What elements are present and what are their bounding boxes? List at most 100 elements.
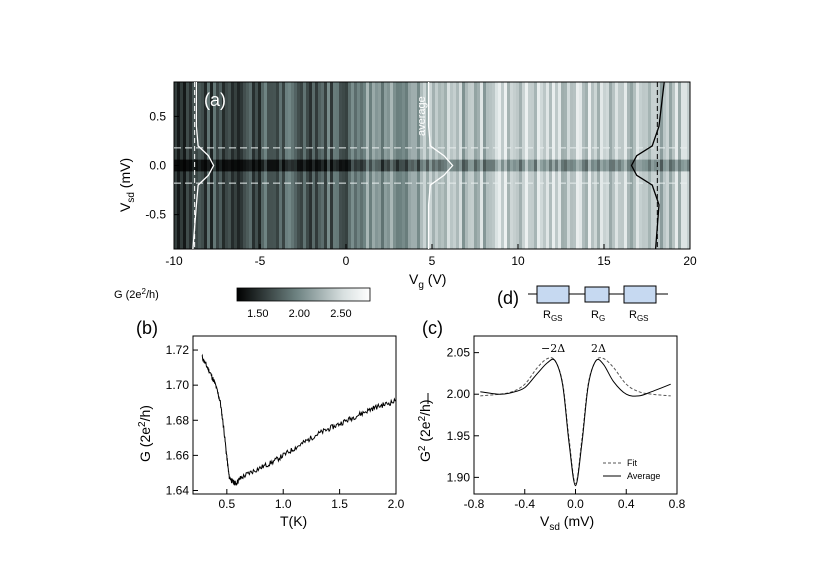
- heatmap-zero-bias-band: [201, 159, 205, 172]
- resistor-gs-right-label: RGS: [629, 309, 649, 323]
- heatmap-zero-bias-band: [180, 159, 184, 172]
- heatmap-zero-bias-band: [681, 159, 685, 172]
- heatmap-zero-bias-band: [555, 159, 559, 172]
- x-tick-label-c: 0.0: [567, 497, 584, 511]
- heatmap-zero-bias-band: [489, 159, 493, 172]
- heatmap-zero-bias-band: [186, 159, 190, 172]
- heatmap-zero-bias-band: [408, 159, 412, 172]
- y-tick-label-a: -0.5: [145, 208, 166, 222]
- heatmap-zero-bias-band: [684, 159, 688, 172]
- heatmap-zero-bias-band: [372, 159, 376, 172]
- heatmap-zero-bias-band: [564, 159, 568, 172]
- heatmap-zero-bias-band: [648, 159, 652, 172]
- heatmap-zero-bias-band: [657, 159, 661, 172]
- x-tick-label-c: 0.8: [669, 497, 686, 511]
- heatmap-zero-bias-band: [315, 159, 319, 172]
- axes-b: 0.5 1.0 1.5 2.0 1.64 1.66 1.68 1.70 1.72: [166, 343, 405, 511]
- heatmap-zero-bias-band: [663, 159, 667, 172]
- heatmap-zero-bias-band: [195, 159, 199, 172]
- y-axis-a: -0.5 0.0 0.5: [145, 109, 179, 222]
- heatmap-zero-bias-band: [231, 159, 235, 172]
- heatmap-zero-bias-band: [510, 159, 514, 172]
- heatmap-zero-bias-band: [468, 159, 472, 172]
- heatmap-zero-bias-band: [471, 159, 475, 172]
- heatmap-zero-bias-band: [459, 159, 463, 172]
- x-tick-label-c: -0.8: [464, 497, 485, 511]
- heatmap-zero-bias-band: [456, 159, 460, 172]
- resistor-g: [584, 286, 610, 303]
- heatmap-zero-bias-band: [228, 159, 232, 172]
- heatmap-zero-bias-band: [204, 159, 208, 172]
- resistor-gs-left-label: RGS: [543, 309, 563, 323]
- heatmap-zero-bias-band: [252, 159, 256, 172]
- heatmap-zero-bias-band: [282, 159, 286, 172]
- heatmap-zero-bias-band: [447, 159, 451, 172]
- heatmap-zero-bias-band: [321, 159, 325, 172]
- heatmap-zero-bias-band: [411, 159, 415, 172]
- heatmap-zero-bias-band: [552, 159, 556, 172]
- heatmap-zero-bias-band: [501, 159, 505, 172]
- heatmap-zero-bias-band: [588, 159, 592, 172]
- heatmap-zero-bias-band: [354, 159, 358, 172]
- y-tick-label-b: 1.66: [166, 448, 190, 462]
- panel-c-label: (c): [422, 318, 443, 338]
- x-tick-label-a: 15: [597, 254, 611, 268]
- heatmap-zero-bias-band: [270, 159, 274, 172]
- heatmap-zero-bias-band: [342, 159, 346, 172]
- heatmap-zero-bias-band: [621, 159, 625, 172]
- average-label: average: [416, 96, 428, 136]
- heatmap-zero-bias-band: [606, 159, 610, 172]
- heatmap-zero-bias-band: [678, 159, 682, 172]
- heatmap-zero-bias-band: [363, 159, 367, 172]
- y-tick-label-b: 1.64: [166, 483, 190, 497]
- heatmap-zero-bias-band: [183, 159, 187, 172]
- x-tick-label-b: 0.5: [218, 497, 235, 511]
- overlay-curves: [192, 82, 665, 249]
- heatmap-zero-bias-band: [549, 159, 553, 172]
- x-tick-label-b: 1.0: [275, 497, 292, 511]
- heatmap-zero-bias-band: [225, 159, 229, 172]
- heatmap-zero-bias-band: [264, 159, 268, 172]
- heatmap-zero-bias-band: [429, 159, 433, 172]
- heatmap-zero-bias-band: [666, 159, 670, 172]
- heatmap-zero-bias-band: [660, 159, 664, 172]
- x-axis-a: -10 -5 0 5 10 15 20: [165, 244, 697, 268]
- heatmap-zero-bias-band: [612, 159, 616, 172]
- heatmap-zero-bias-band: [432, 159, 436, 172]
- heatmap-zero-bias-band: [399, 159, 403, 172]
- heatmap-zero-bias-band: [603, 159, 607, 172]
- heatmap-zero-bias-band: [288, 159, 292, 172]
- x-tick-label-a: -10: [165, 254, 183, 268]
- heatmap-zero-bias-band: [267, 159, 271, 172]
- heatmap-zero-bias-band: [348, 159, 352, 172]
- heatmap-zero-bias-band: [672, 159, 676, 172]
- heatmap-zero-bias-band: [567, 159, 571, 172]
- heatmap-zero-bias-band: [480, 159, 484, 172]
- heatmap-zero-bias-band: [441, 159, 445, 172]
- heatmap-zero-bias-band: [219, 159, 223, 172]
- y-label-c: G2 (2e2/h): [417, 400, 433, 462]
- heatmap-zero-bias-band: [345, 159, 349, 172]
- heatmap-zero-bias-band: [387, 159, 391, 172]
- heatmap-zero-bias-band: [504, 159, 508, 172]
- heatmap-zero-bias-band: [486, 159, 490, 172]
- heatmap-zero-bias-band: [576, 159, 580, 172]
- y-tick-label-a: 0.0: [149, 159, 166, 173]
- x-label-a: Vg (V): [409, 271, 446, 291]
- heatmap-zero-bias-band: [369, 159, 373, 172]
- heatmap-zero-bias-band: [351, 159, 355, 172]
- heatmap-zero-bias-band: [234, 159, 238, 172]
- heatmap-zero-bias-band: [240, 159, 244, 172]
- heatmap-zero-bias-band: [636, 159, 640, 172]
- heatmap-zero-bias-band: [285, 159, 289, 172]
- heatmap-zero-bias-band: [366, 159, 370, 172]
- heatmap-zero-bias-band: [513, 159, 517, 172]
- y-tick-label-c: 2.05: [447, 346, 471, 360]
- heatmap-zero-bias-band: [654, 159, 658, 172]
- panel-b-frame: [192, 335, 397, 495]
- heatmap-zero-bias-band: [516, 159, 520, 172]
- y-label-b: G (2e2/h): [137, 405, 153, 462]
- fit-curve: [480, 357, 671, 485]
- heatmap-zero-bias-band: [258, 159, 262, 172]
